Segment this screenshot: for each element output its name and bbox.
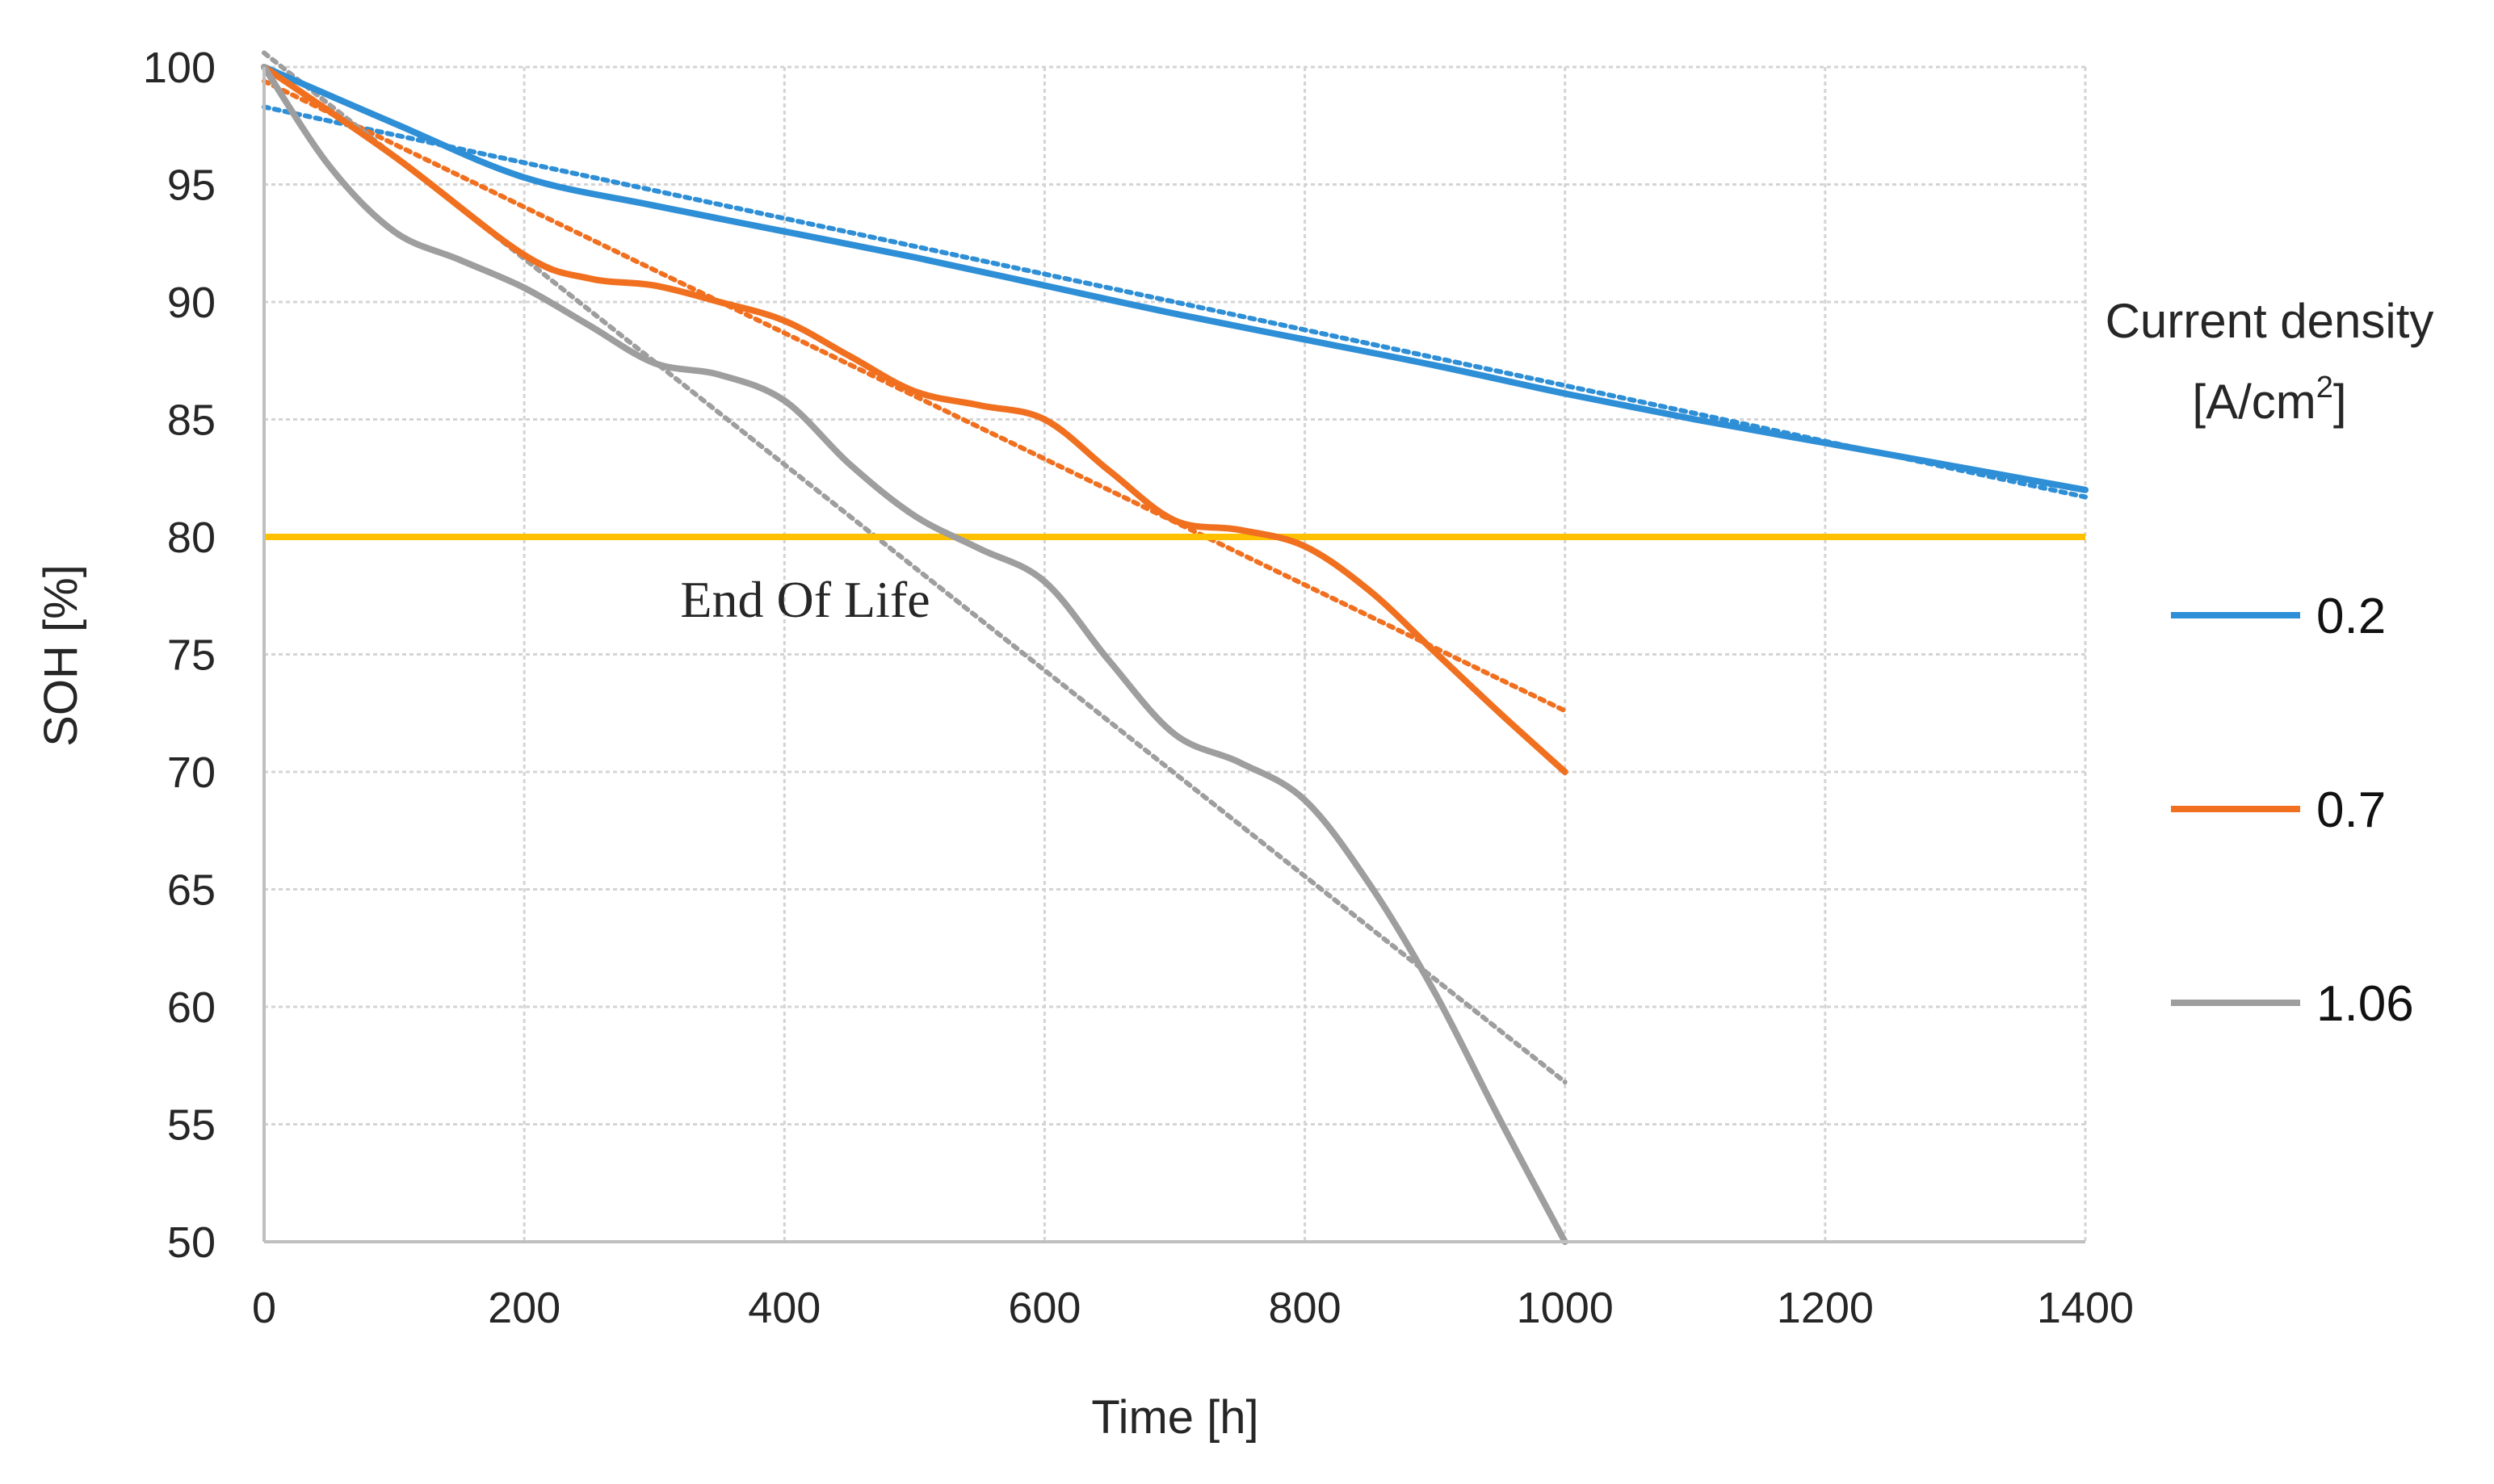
series-line-0.2	[261, 64, 2089, 493]
legend-label-1.06: 1.06	[2316, 976, 2414, 1032]
series-line-0.7	[261, 64, 1568, 775]
x-tick-label: 200	[488, 1284, 561, 1332]
legend-title-close: ]	[2333, 375, 2347, 429]
legend-title-superscript: 2	[2316, 371, 2333, 405]
grid	[262, 65, 2087, 1243]
legend-title-line2: [A/cm2]	[2192, 371, 2346, 429]
x-tick-label: 800	[1269, 1284, 1341, 1332]
x-axis-title: Time [h]	[1091, 1391, 1258, 1444]
trend-lines	[262, 50, 2088, 1085]
legend-title-unit: [A/cm	[2192, 375, 2316, 429]
y-tick-label: 95	[167, 161, 216, 210]
legend-label-0.2: 0.2	[2316, 589, 2386, 644]
y-tick-label: 100	[143, 44, 216, 92]
x-tick-label: 1200	[1777, 1284, 1874, 1332]
legend-items: 0.2 0.7 1.06	[2171, 589, 2414, 1032]
y-tick-label: 60	[167, 983, 216, 1032]
trendline-0.7	[262, 78, 1568, 714]
legend: Current density [A/cm2] 0.2 0.7 1.06	[2106, 294, 2434, 1032]
y-tick-label: 70	[167, 748, 216, 797]
legend-label-0.7: 0.7	[2316, 782, 2386, 838]
x-tick-label: 1400	[2037, 1284, 2134, 1332]
y-tick-label: 65	[167, 866, 216, 915]
x-tick-label: 400	[748, 1284, 821, 1332]
axes	[262, 67, 2085, 1243]
y-tick-label: 80	[167, 514, 216, 562]
y-tick-label: 50	[167, 1218, 216, 1267]
x-tick-label: 600	[1008, 1284, 1081, 1332]
tick-labels: 0 200 400 600 800 1000 1200 1400 50 55 60 65 70 75 80 8…	[143, 44, 2134, 1332]
y-tick-label: 75	[167, 631, 216, 680]
y-tick-label: 90	[167, 279, 216, 327]
series-lines	[261, 64, 2089, 1245]
y-axis-title: SOH [%]	[35, 564, 87, 747]
y-tick-label: 55	[167, 1101, 216, 1150]
legend-title-line1: Current density	[2106, 294, 2434, 348]
end-of-life-label: End Of Life	[680, 571, 930, 628]
y-tick-label: 85	[167, 396, 216, 445]
x-tick-label: 1000	[1517, 1284, 1614, 1332]
x-tick-label: 0	[252, 1284, 276, 1332]
series-line-1.06	[261, 64, 1568, 1245]
